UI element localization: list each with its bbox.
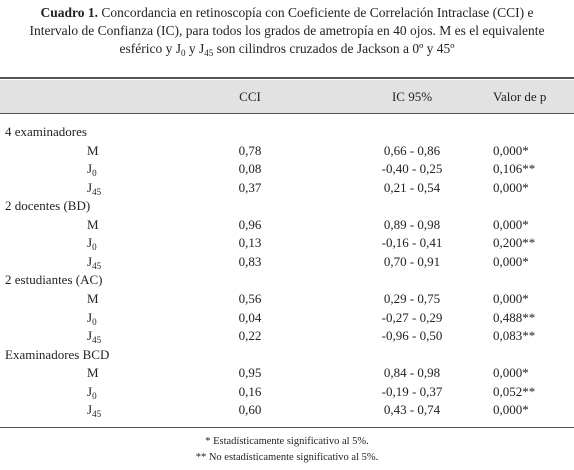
row-label: J45 bbox=[87, 401, 101, 419]
cell-value: 0,052** bbox=[493, 383, 536, 399]
row-label: M bbox=[87, 216, 99, 234]
group-label: Examinadores BCD bbox=[5, 346, 110, 362]
cell-value: 0,84 - 0,98 bbox=[383, 365, 441, 381]
cell-value: 0,21 - 0,54 bbox=[383, 179, 441, 195]
header-band bbox=[0, 80, 574, 113]
cell-value: 0,13 bbox=[238, 235, 262, 251]
subscript: 0 bbox=[92, 168, 97, 179]
column-header: CCI bbox=[239, 89, 261, 104]
subscript: 45 bbox=[92, 409, 102, 420]
cell-value: 0,70 - 0,91 bbox=[383, 253, 441, 269]
caption-text: Concordancia en retinoscopía con Coefici… bbox=[97, 5, 534, 20]
row-label: M bbox=[87, 142, 99, 160]
cell-value: -0,19 - 0,37 bbox=[381, 383, 443, 399]
cell-value: 0,43 - 0,74 bbox=[383, 402, 441, 418]
caption-text: son cilindros cruzados de Jackson a 0º y… bbox=[213, 41, 455, 56]
row-label-text: J bbox=[87, 235, 93, 251]
cell-value: -0,40 - 0,25 bbox=[381, 161, 443, 177]
cell-value: 0,106** bbox=[493, 161, 536, 177]
cell-value: 0,78 bbox=[238, 142, 262, 158]
caption-text: esférico y J bbox=[119, 41, 181, 56]
group-label: 4 examinadores bbox=[5, 124, 87, 139]
row-label-text: M bbox=[87, 365, 99, 381]
subscript: 45 bbox=[92, 335, 102, 346]
row-label-text: M bbox=[87, 142, 99, 158]
cell-value: 0,000* bbox=[493, 253, 529, 269]
row-label-text: J bbox=[87, 309, 93, 325]
row-label: M bbox=[87, 290, 99, 308]
footnote: * Estadísticamente significativo al 5%. bbox=[205, 436, 369, 447]
cell-value: 0,083** bbox=[493, 328, 536, 344]
caption-line: Intervalo de Confianza (IC), para todos … bbox=[29, 23, 545, 38]
cell-value: 0,37 bbox=[238, 179, 262, 195]
row-label: J0 bbox=[87, 309, 97, 327]
cell-value: 0,08 bbox=[238, 161, 262, 177]
cell-value: 0,16 bbox=[238, 383, 262, 399]
cell-value: 0,000* bbox=[493, 290, 529, 306]
column-header: Valor de p bbox=[493, 89, 547, 104]
row-label-text: J bbox=[87, 402, 93, 418]
header-rule bbox=[0, 113, 574, 114]
subscript: 0 bbox=[92, 390, 97, 401]
caption-text: y J bbox=[185, 41, 205, 56]
column-header: IC 95% bbox=[391, 89, 433, 104]
footnote: ** No estadísticamente significativo al … bbox=[195, 452, 379, 463]
subscript: 0 bbox=[92, 242, 97, 253]
cell-value: -0,27 - 0,29 bbox=[381, 309, 443, 325]
bottom-rule bbox=[0, 427, 574, 428]
cell-value: 0,89 - 0,98 bbox=[383, 216, 441, 232]
group-label: 2 estudiantes (AC) bbox=[5, 272, 103, 288]
row-label: J0 bbox=[87, 234, 97, 252]
row-label: M bbox=[87, 364, 99, 382]
cell-value: 0,000* bbox=[493, 365, 529, 381]
cell-value: 0,000* bbox=[493, 216, 529, 232]
subscript: 0 bbox=[92, 316, 97, 327]
row-label-text: J bbox=[87, 328, 93, 344]
subscript: 0 bbox=[181, 48, 186, 58]
cell-value: 0,000* bbox=[493, 402, 529, 418]
row-label: J0 bbox=[87, 383, 97, 401]
row-label-text: J bbox=[87, 383, 93, 399]
caption-label: Cuadro 1. bbox=[40, 5, 98, 20]
row-label: J45 bbox=[87, 327, 101, 345]
cell-value: 0,83 bbox=[238, 253, 262, 269]
cell-value: 0,29 - 0,75 bbox=[383, 290, 441, 306]
caption-line: Cuadro 1. Concordancia en retinoscopía c… bbox=[0, 4, 574, 22]
cell-value: 0,60 bbox=[238, 402, 262, 418]
subscript: 45 bbox=[204, 48, 214, 58]
cell-value: 0,22 bbox=[238, 328, 262, 344]
cell-value: 0,56 bbox=[238, 290, 262, 306]
row-label: J0 bbox=[87, 160, 97, 178]
row-label-text: M bbox=[87, 216, 99, 232]
cell-value: 0,66 - 0,86 bbox=[383, 142, 441, 158]
cell-value: 0,04 bbox=[238, 309, 262, 325]
cell-value: 0,200** bbox=[493, 235, 536, 251]
caption-line: esférico y J0 y J45 son cilindros cruzad… bbox=[0, 40, 574, 58]
cell-value: -0,96 - 0,50 bbox=[381, 328, 443, 344]
cell-value: 0,95 bbox=[238, 365, 262, 381]
row-label-text: J bbox=[87, 179, 93, 195]
subscript: 45 bbox=[92, 260, 102, 271]
cell-value: 0,000* bbox=[493, 179, 529, 195]
row-label: J45 bbox=[87, 179, 101, 197]
top-rule bbox=[0, 77, 574, 79]
row-label: J45 bbox=[87, 253, 101, 271]
cell-value: 0,488** bbox=[493, 309, 536, 325]
cell-value: 0,96 bbox=[238, 216, 262, 232]
cell-value: -0,16 - 0,41 bbox=[381, 235, 443, 251]
row-label-text: M bbox=[87, 290, 99, 306]
row-label-text: J bbox=[87, 253, 93, 269]
subscript: 45 bbox=[92, 186, 102, 197]
cell-value: 0,000* bbox=[493, 142, 529, 158]
group-label: 2 docentes (BD) bbox=[5, 198, 91, 214]
row-label-text: J bbox=[87, 161, 93, 177]
